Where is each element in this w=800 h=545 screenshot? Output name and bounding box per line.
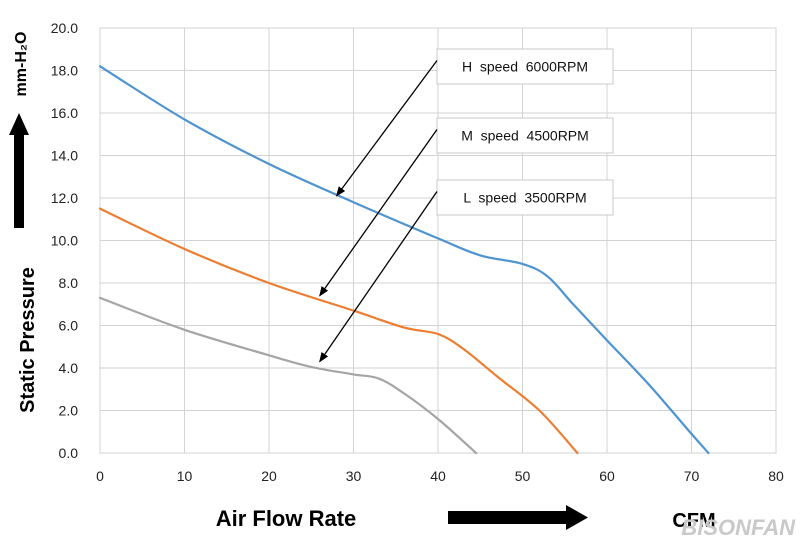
y-axis-unit: mm-H₂O bbox=[13, 32, 30, 97]
series-line-l-speed bbox=[98, 296, 478, 455]
x-tick-label: 10 bbox=[177, 468, 193, 484]
x-tick-label: 50 bbox=[515, 468, 531, 484]
label-l-speed-arrow bbox=[319, 191, 438, 363]
series-line-m-speed bbox=[98, 207, 579, 455]
x-axis-title: Air Flow Rate bbox=[216, 506, 357, 531]
y-tick-label: 4.0 bbox=[59, 360, 79, 376]
label-l-speed-box bbox=[436, 179, 614, 216]
x-tick-label: 60 bbox=[599, 468, 615, 484]
x-tick-label: 0 bbox=[96, 468, 104, 484]
y-tick-label: 8.0 bbox=[59, 275, 79, 291]
axes: 0 10 20 30 40 50 60 70 80 0.0 2.0 4.0 6.0 8.0 10.0 12.0… bbox=[51, 20, 784, 484]
y-tick-label: 2.0 bbox=[59, 403, 79, 419]
y-tick-label: 16.0 bbox=[51, 105, 78, 121]
label-h-speed-box bbox=[436, 48, 614, 85]
x-tick-label: 20 bbox=[261, 468, 277, 484]
label-l-speed-group: L speed 3500RPM bbox=[319, 179, 614, 363]
annotations: H speed 6000RPM M speed 4500RPM L speed 35… bbox=[319, 48, 614, 363]
label-l-speed: L speed 3500RPM bbox=[463, 190, 586, 206]
y-axis-title: Static Pressure bbox=[17, 267, 39, 413]
brand-watermark: BISONFAN bbox=[681, 515, 796, 540]
label-h-speed-arrow bbox=[336, 60, 438, 197]
label-m-speed-group: M speed 4500RPM bbox=[319, 117, 614, 297]
x-tick-label: 30 bbox=[346, 468, 362, 484]
y-tick-label: 6.0 bbox=[59, 318, 79, 334]
label-m-speed: M speed 4500RPM bbox=[461, 128, 589, 144]
y-tick-label: 14.0 bbox=[51, 148, 78, 164]
y-tick-label: 10.0 bbox=[51, 233, 78, 249]
x-tick-label: 70 bbox=[684, 468, 700, 484]
y-tick-label: 18.0 bbox=[51, 63, 78, 79]
y-axis-arrow bbox=[9, 113, 29, 228]
label-m-speed-arrow bbox=[319, 129, 438, 297]
series-lines bbox=[98, 65, 710, 455]
x-axis-unit: CFM bbox=[672, 510, 715, 532]
grid bbox=[99, 27, 777, 454]
label-h-speed-group: H speed 6000RPM bbox=[336, 48, 614, 197]
y-tick-label: 0.0 bbox=[59, 445, 79, 461]
x-tick-label: 80 bbox=[768, 468, 784, 484]
label-h-speed: H speed 6000RPM bbox=[462, 59, 588, 75]
y-tick-label: 12.0 bbox=[51, 190, 78, 206]
x-tick-label: 40 bbox=[430, 468, 446, 484]
y-tick-label: 20.0 bbox=[51, 20, 78, 36]
series-line-h-speed bbox=[98, 65, 710, 455]
label-m-speed-box bbox=[436, 117, 614, 154]
x-axis-arrow bbox=[448, 505, 588, 530]
